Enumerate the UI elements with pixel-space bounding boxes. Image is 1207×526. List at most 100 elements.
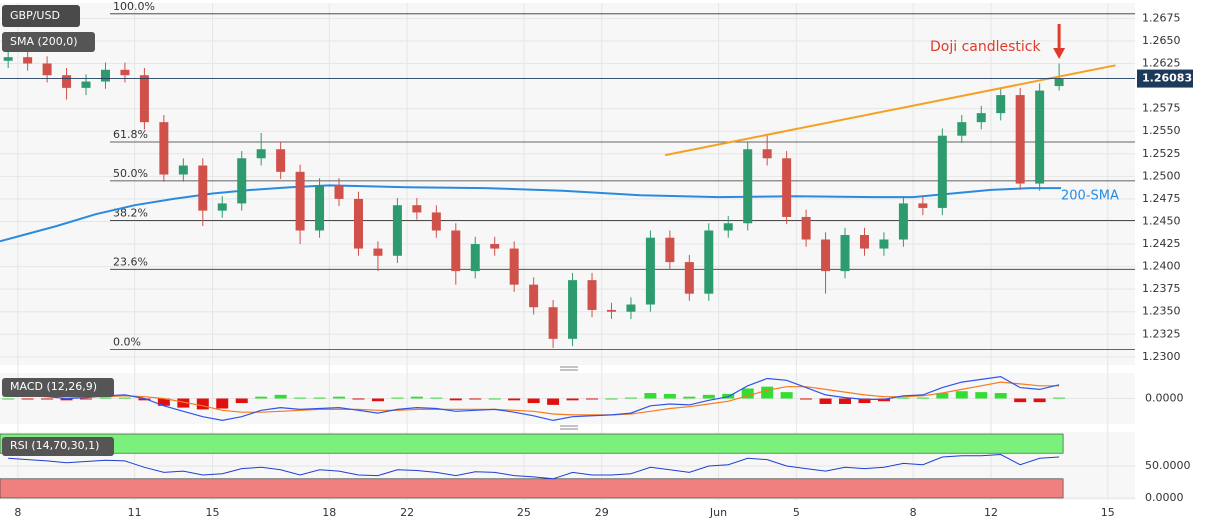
- candle-body: [957, 122, 967, 136]
- indicator-label: SMA (200,0): [10, 35, 78, 48]
- candle-body: [353, 198, 363, 249]
- macd-histogram: [994, 393, 1007, 399]
- macd-histogram: [177, 398, 190, 408]
- macd-histogram: [274, 394, 287, 399]
- y-tick-label: 1.2475: [1142, 192, 1181, 205]
- signal-line: [8, 381, 1060, 416]
- candle-body: [723, 223, 733, 231]
- macd-histogram: [527, 398, 540, 404]
- y-tick-label: 1.2525: [1142, 147, 1181, 160]
- candle-body: [100, 69, 110, 82]
- macd-histogram: [80, 398, 93, 400]
- y-tick-label: 1.2375: [1142, 282, 1181, 295]
- y-tick-label: 0.0000: [1145, 392, 1184, 405]
- last-price-label: 1.26083: [1142, 72, 1192, 85]
- candle-body: [996, 95, 1006, 114]
- macd-histogram: [508, 398, 521, 401]
- macd-histogram: [624, 397, 637, 399]
- annotation: Doji candlestick: [930, 39, 1041, 55]
- macd-histogram: [936, 393, 949, 399]
- fib-label: 100.0%: [113, 0, 155, 13]
- candle-body: [23, 57, 33, 64]
- macd-histogram: [1053, 397, 1066, 399]
- candle-body: [470, 244, 480, 272]
- y-tick-label: 50.0000: [1145, 459, 1191, 472]
- macd-line: [8, 375, 1060, 422]
- candle-body: [976, 113, 986, 123]
- y-tick-label: 0.0000: [1145, 491, 1184, 504]
- x-tick-label: 8: [910, 506, 917, 519]
- symbol-box: [2, 5, 80, 27]
- x-tick-label: 15: [206, 506, 220, 519]
- macd-histogram: [761, 386, 774, 399]
- x-tick-label: 5: [793, 506, 800, 519]
- macd-label: MACD (12,26,9): [10, 380, 97, 393]
- annotation-arrowhead: [1053, 48, 1066, 59]
- macd-histogram: [547, 398, 560, 405]
- candle-body: [451, 230, 461, 272]
- candle-body: [139, 75, 149, 123]
- candle-body: [762, 149, 772, 159]
- y-tick-label: 1.2350: [1142, 305, 1181, 318]
- macd-histogram: [60, 398, 73, 401]
- candle-body: [840, 235, 850, 272]
- macd-histogram: [897, 397, 910, 399]
- macd-histogram: [858, 398, 871, 404]
- macd-histogram: [780, 392, 793, 399]
- y-tick-label: 1.2575: [1142, 102, 1181, 115]
- macd-histogram: [955, 391, 968, 399]
- candle-body: [217, 203, 227, 211]
- macd-histogram: [741, 388, 754, 399]
- macd-histogram: [839, 398, 852, 404]
- y-tick-label: 1.2300: [1142, 350, 1181, 363]
- y-tick-label: 1.2400: [1142, 260, 1181, 273]
- macd-histogram: [683, 396, 696, 399]
- macd-histogram: [371, 398, 384, 402]
- grid: [0, 3, 1135, 500]
- candle-body: [334, 185, 344, 199]
- y-tick-label: 1.2450: [1142, 214, 1181, 227]
- macd-histogram: [99, 397, 112, 399]
- candle-body: [898, 203, 908, 240]
- marks: 100.0% 61.8% 50.0% 38.2% 23.6% 0.0% 200-SMA Doj…: [0, 0, 1135, 499]
- candle-body: [548, 307, 558, 339]
- macd-histogram: [118, 397, 131, 399]
- candle-body: [315, 185, 325, 231]
- macd-histogram: [819, 398, 832, 404]
- macd-histogram: [1033, 398, 1046, 403]
- fib-label: 50.0%: [113, 167, 148, 180]
- x-tick-label: Jun: [709, 506, 727, 519]
- fib-label: 0.0%: [113, 336, 141, 349]
- macd-histogram: [469, 398, 482, 400]
- macd-histogram: [294, 397, 307, 399]
- macd-histogram: [1014, 398, 1027, 403]
- y-tick-label: 1.2650: [1142, 34, 1181, 47]
- macd-histogram: [800, 398, 813, 400]
- candle-body: [295, 171, 305, 231]
- x-tick-label: 11: [128, 506, 142, 519]
- macd-histogram: [644, 393, 657, 399]
- y-tick-label: 1.2625: [1142, 56, 1181, 69]
- symbol: GBP/USD: [10, 9, 60, 22]
- candle-body: [431, 212, 441, 231]
- candle-body: [178, 165, 188, 175]
- candle-body: [490, 244, 500, 249]
- candle-body: [3, 57, 13, 61]
- candle-body: [62, 75, 72, 88]
- x-tick-label: 15: [1101, 506, 1115, 519]
- candle-body: [1015, 95, 1025, 184]
- indicator-box: [2, 32, 95, 52]
- candle-body: [918, 203, 928, 208]
- candle-body: [665, 237, 675, 263]
- candle-body: [743, 149, 753, 224]
- macd-histogram: [488, 398, 501, 400]
- candle-body: [509, 248, 519, 285]
- fib-label: 23.6%: [113, 255, 148, 268]
- y-tick-label: 1.2425: [1142, 237, 1181, 250]
- macd-histogram: [216, 398, 229, 409]
- last-price-box: [1137, 69, 1193, 88]
- rsi-line: [8, 453, 1060, 480]
- macd-histogram: [255, 396, 268, 399]
- candle-body: [81, 81, 91, 88]
- candle-body: [412, 205, 422, 213]
